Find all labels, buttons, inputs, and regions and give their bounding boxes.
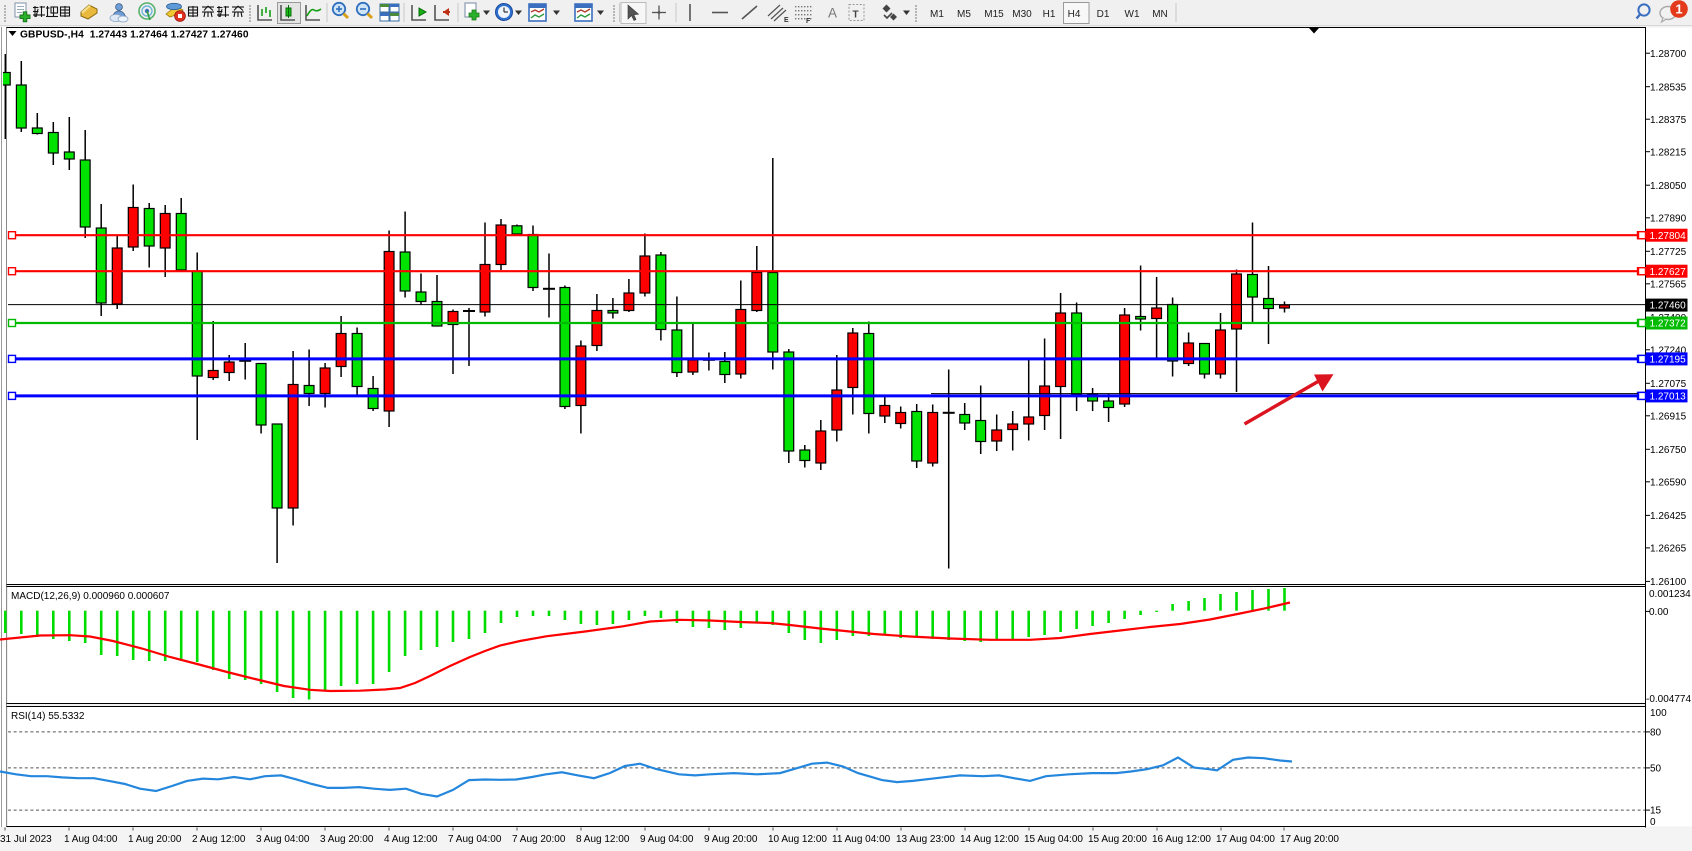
svg-text:1.28700: 1.28700	[1650, 49, 1687, 60]
svg-text:1.26590: 1.26590	[1650, 477, 1687, 488]
svg-text:E: E	[784, 17, 789, 24]
svg-text:1.27804: 1.27804	[1650, 231, 1687, 242]
svg-text:14 Aug 12:00: 14 Aug 12:00	[960, 834, 1019, 845]
svg-text:17 Aug 20:00: 17 Aug 20:00	[1280, 834, 1339, 845]
svg-text:10 Aug 12:00: 10 Aug 12:00	[768, 834, 827, 845]
svg-text:17 Aug 04:00: 17 Aug 04:00	[1216, 834, 1275, 845]
svg-text:1.27460: 1.27460	[1650, 301, 1687, 312]
svg-text:1.28050: 1.28050	[1650, 181, 1687, 192]
svg-text:1: 1	[1675, 2, 1682, 17]
svg-text:1.26425: 1.26425	[1650, 511, 1687, 522]
svg-text:1.26750: 1.26750	[1650, 445, 1687, 456]
svg-text:11 Aug 04:00: 11 Aug 04:00	[832, 834, 891, 845]
svg-text:7 Aug 04:00: 7 Aug 04:00	[448, 834, 502, 845]
svg-text:16 Aug 12:00: 16 Aug 12:00	[1152, 834, 1211, 845]
svg-text:13 Aug 23:00: 13 Aug 23:00	[896, 834, 955, 845]
svg-text:1.28535: 1.28535	[1650, 82, 1687, 93]
svg-text:1.26100: 1.26100	[1650, 577, 1687, 588]
svg-text:15 Aug 04:00: 15 Aug 04:00	[1024, 834, 1083, 845]
svg-text:M5: M5	[957, 9, 971, 20]
svg-text:A: A	[828, 6, 837, 21]
svg-text:F: F	[806, 18, 811, 25]
svg-text:4 Aug 12:00: 4 Aug 12:00	[384, 834, 438, 845]
svg-text:1 Aug 04:00: 1 Aug 04:00	[64, 834, 118, 845]
svg-text:1.26265: 1.26265	[1650, 544, 1687, 555]
svg-text:2 Aug 12:00: 2 Aug 12:00	[192, 834, 246, 845]
svg-text:0.00: 0.00	[1649, 607, 1669, 618]
svg-text:9 Aug 20:00: 9 Aug 20:00	[704, 834, 758, 845]
svg-text:8 Aug 12:00: 8 Aug 12:00	[576, 834, 630, 845]
svg-text:3 Aug 20:00: 3 Aug 20:00	[320, 834, 374, 845]
svg-text:9 Aug 04:00: 9 Aug 04:00	[640, 834, 694, 845]
svg-text:1 Aug 20:00: 1 Aug 20:00	[128, 834, 182, 845]
svg-text:H4: H4	[1068, 9, 1081, 20]
svg-text:31 Jul 2023: 31 Jul 2023	[0, 834, 52, 845]
svg-text:D1: D1	[1097, 9, 1110, 20]
svg-text:M15: M15	[984, 9, 1004, 20]
svg-text:1.27240: 1.27240	[1650, 345, 1687, 356]
svg-text:T: T	[853, 10, 859, 21]
svg-text:1.27565: 1.27565	[1650, 279, 1687, 290]
svg-text:W1: W1	[1125, 9, 1140, 20]
svg-text:100: 100	[1650, 708, 1667, 719]
svg-text:0: 0	[1650, 817, 1656, 828]
svg-text:H1: H1	[1043, 9, 1056, 20]
svg-text:1.28375: 1.28375	[1650, 115, 1687, 126]
svg-text:50: 50	[1650, 764, 1662, 775]
svg-text:1.27627: 1.27627	[1650, 267, 1687, 278]
svg-text:1.27075: 1.27075	[1650, 379, 1687, 390]
svg-text:0.001234: 0.001234	[1649, 589, 1691, 600]
svg-text:-0.004774: -0.004774	[1646, 694, 1691, 705]
svg-text:MACD(12,26,9) 0.000960 0.00060: MACD(12,26,9) 0.000960 0.000607	[11, 591, 170, 602]
svg-text:3 Aug 04:00: 3 Aug 04:00	[256, 834, 310, 845]
svg-text:MN: MN	[1152, 9, 1168, 20]
svg-text:80: 80	[1650, 728, 1662, 739]
svg-text:7 Aug 20:00: 7 Aug 20:00	[512, 834, 566, 845]
svg-text:1.27013: 1.27013	[1650, 392, 1687, 403]
svg-text:1.27372: 1.27372	[1650, 319, 1687, 330]
svg-text:GBPUSD-,H4 1.27443 1.27464 1.: GBPUSD-,H4 1.27443 1.27464 1.27427 1.274…	[20, 30, 249, 41]
svg-text:15 Aug 20:00: 15 Aug 20:00	[1088, 834, 1147, 845]
svg-text:1.28215: 1.28215	[1650, 147, 1687, 158]
svg-text:15: 15	[1650, 806, 1662, 817]
svg-text:1.26915: 1.26915	[1650, 411, 1687, 422]
svg-text:M30: M30	[1012, 9, 1032, 20]
svg-text:1.27195: 1.27195	[1650, 355, 1687, 366]
svg-text:1.27725: 1.27725	[1650, 247, 1687, 258]
svg-text:1.27890: 1.27890	[1650, 213, 1687, 224]
svg-text:RSI(14) 55.5332: RSI(14) 55.5332	[11, 711, 85, 722]
svg-text:M1: M1	[930, 9, 944, 20]
